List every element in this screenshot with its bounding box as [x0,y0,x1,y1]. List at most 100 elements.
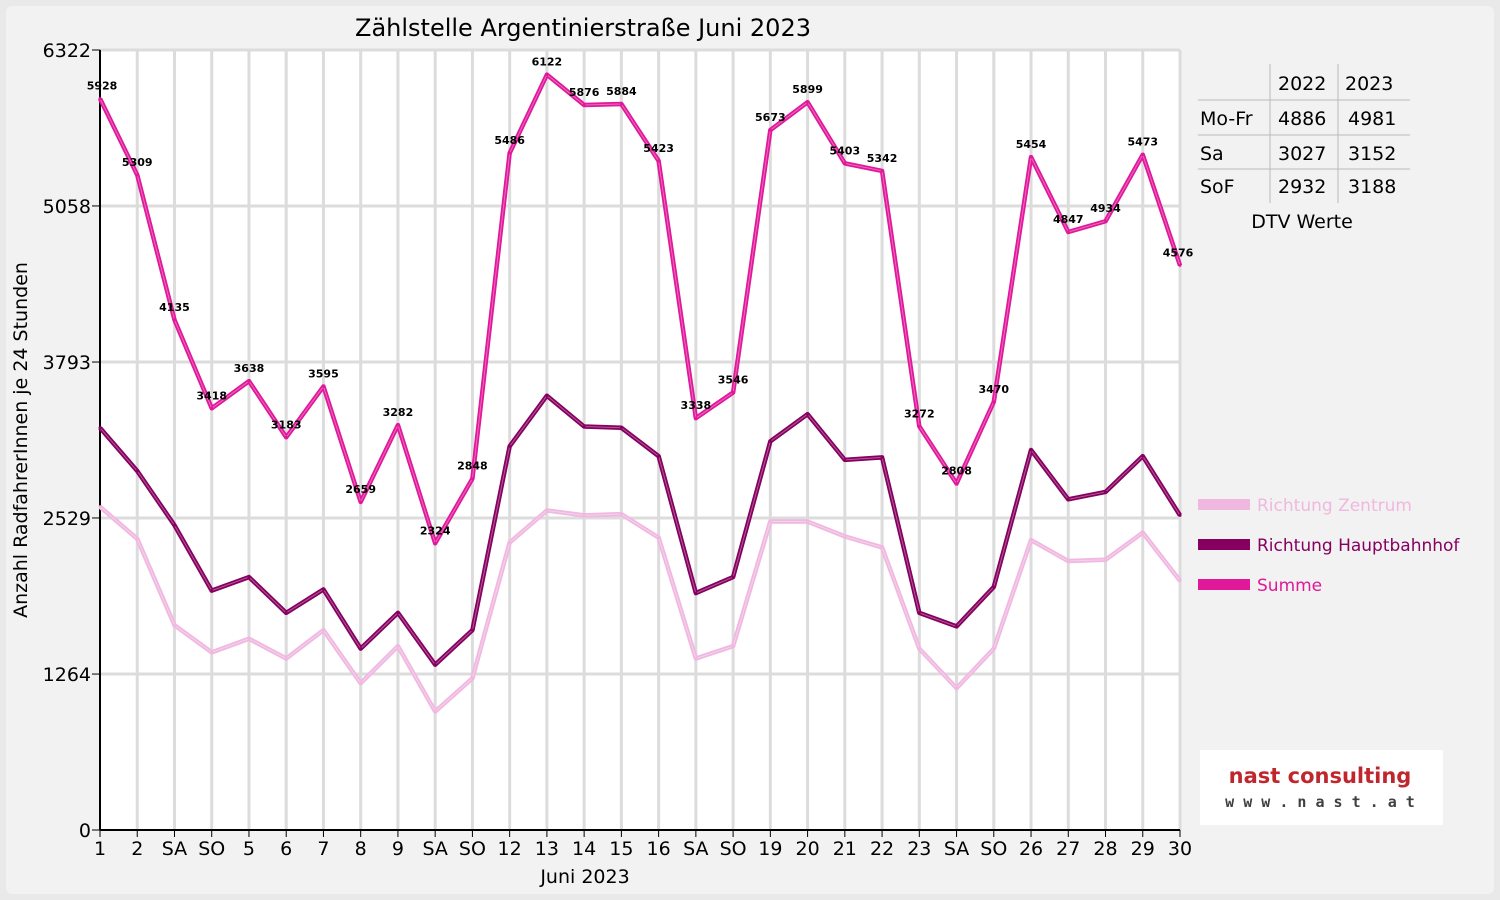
data-label: 3282 [383,406,414,419]
series-line-highlight [99,506,1181,713]
data-label: 4934 [1090,202,1121,215]
data-point [992,400,996,404]
data-point [880,169,884,173]
x-tick-label: 20 [795,838,819,860]
data-label: 3183 [271,418,302,431]
data-point [1141,153,1145,157]
x-tick-label: 9 [392,838,404,860]
data-label: 5473 [1127,136,1158,149]
x-tick-label: 7 [317,838,329,860]
data-label: 5876 [569,86,600,99]
data-point [880,455,884,459]
data-point [657,454,661,458]
data-label: 2808 [941,465,972,478]
x-tick-label: 2 [131,838,143,860]
data-point [917,647,921,651]
data-label: 5673 [755,111,786,124]
data-point [955,624,959,628]
x-tick-label: 23 [907,838,931,860]
data-point [1104,490,1108,494]
data-point [545,73,549,77]
series [97,72,1183,714]
x-tick-label: 19 [758,838,782,860]
data-point [135,469,139,473]
data-point [917,424,921,428]
data-label: 5423 [643,142,674,155]
data-point [657,159,661,163]
series-line [98,505,1182,714]
data-labels: 5928 5309 4135 3418 3638 3183 3595 2659 3282 2324… [87,56,1194,538]
data-label: 3470 [978,383,1009,396]
data-label: 3272 [904,407,935,420]
data-point [545,508,549,512]
data-label: 2324 [420,524,451,537]
x-tick-label: 27 [1056,838,1080,860]
dtv-table: 2022 2023 Mo-Fr 4886 4981 Sa 3027 3152 S… [1198,64,1410,233]
chart-title: Zählstelle Argentinierstraße Juni 2023 [355,14,811,42]
series-line [97,72,1183,546]
data-point [396,611,400,615]
data-point [470,628,474,632]
data-label: 3418 [196,389,227,402]
data-point [619,512,623,516]
data-label: 4847 [1053,213,1084,226]
data-label: 5309 [122,156,153,169]
data-point [545,394,549,398]
data-point [247,575,251,579]
data-point [806,100,810,104]
data-point [284,657,288,661]
x-tick-label: 21 [833,838,857,860]
x-tick-label: 22 [870,838,894,860]
data-point [135,537,139,541]
data-label: 5403 [830,144,861,157]
x-tick-label: 29 [1131,838,1155,860]
dtv-row-label: Sa [1200,143,1224,165]
data-point [955,686,959,690]
data-point [768,520,772,524]
x-tick-label: SA [683,838,708,860]
series-line [98,393,1182,667]
data-point [843,458,847,462]
grid [100,48,1182,830]
x-axis-label: Juni 2023 [539,866,629,888]
data-point [917,611,921,615]
x-tick-label: 8 [355,838,367,860]
dtv-header-2022: 2022 [1278,73,1326,95]
data-label: 3546 [718,373,749,386]
data-point [470,477,474,481]
data-point [619,426,623,430]
data-point [433,663,437,667]
data-point [582,103,586,107]
x-tick-label: SA [162,838,187,860]
y-tick-label: 5058 [43,196,91,218]
dtv-header-2023: 2023 [1345,73,1393,95]
data-point [768,439,772,443]
data-label: 5884 [606,85,637,98]
data-label: 5899 [792,83,823,96]
data-point [1066,497,1070,501]
data-point [768,128,772,132]
dtv-cell: 4981 [1348,108,1396,130]
legend-swatch-hauptbahnhof [1198,539,1250,550]
data-point [396,644,400,648]
data-point [1104,219,1108,223]
data-label: 4576 [1163,246,1194,259]
legend-label-summe: Summe [1257,576,1322,596]
x-tick-label: 5 [243,838,255,860]
data-point [731,644,735,648]
data-point [172,623,176,627]
data-point [955,482,959,486]
data-point [98,505,102,509]
data-point [321,628,325,632]
series-line-highlight [99,74,1181,544]
legend-label-zentrum: Richtung Zentrum [1257,496,1412,516]
dtv-caption: DTV Werte [1251,211,1353,233]
x-tick-label: 26 [1019,838,1043,860]
data-point [694,657,698,661]
dtv-row-label: SoF [1200,176,1235,198]
data-point [843,534,847,538]
legend-label-hauptbahnhof: Richtung Hauptbahnhof [1257,536,1460,556]
data-label: 5486 [494,134,525,147]
